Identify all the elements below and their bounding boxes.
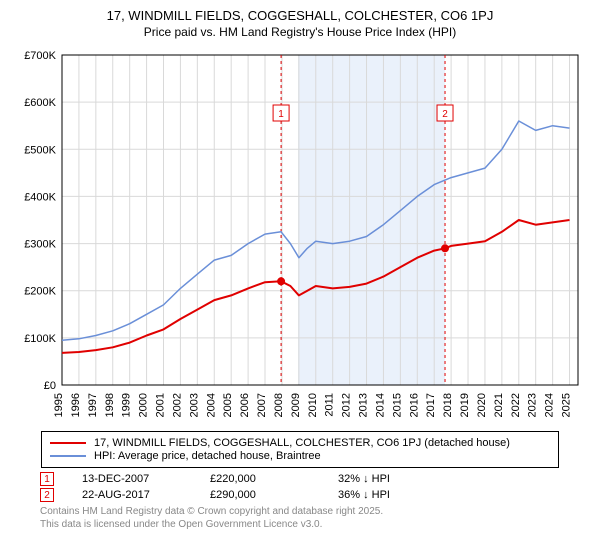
- svg-text:1998: 1998: [104, 393, 116, 417]
- svg-text:2013: 2013: [358, 393, 370, 417]
- sales-table: 1 13-DEC-2007 £220,000 32% ↓ HPI 2 22-AUG-201…: [40, 472, 560, 502]
- svg-text:2010: 2010: [307, 393, 319, 417]
- svg-text:1: 1: [278, 109, 284, 120]
- svg-text:£0: £0: [44, 380, 56, 392]
- svg-text:£700K: £700K: [24, 50, 56, 62]
- svg-text:2012: 2012: [341, 393, 353, 417]
- svg-text:£400K: £400K: [24, 191, 56, 203]
- footer-attribution: Contains HM Land Registry data © Crown c…: [40, 506, 560, 531]
- svg-text:£200K: £200K: [24, 286, 56, 298]
- sale-delta: 36% ↓ HPI: [338, 489, 438, 501]
- svg-text:2005: 2005: [222, 393, 234, 417]
- svg-text:2020: 2020: [476, 393, 488, 417]
- footer-line-1: Contains HM Land Registry data © Crown c…: [40, 506, 560, 519]
- svg-text:£100K: £100K: [24, 333, 56, 345]
- svg-text:2000: 2000: [138, 393, 150, 417]
- sale-row: 2 22-AUG-2017 £290,000 36% ↓ HPI: [40, 488, 560, 502]
- svg-text:1996: 1996: [70, 393, 82, 417]
- legend-box: 17, WINDMILL FIELDS, COGGESHALL, COLCHES…: [41, 431, 559, 468]
- svg-text:2016: 2016: [408, 393, 420, 417]
- line-chart-svg: £0 £100K £200K £300K £400K £500K £600K £700K 199…: [12, 45, 588, 425]
- svg-text:2022: 2022: [510, 393, 522, 417]
- svg-text:2007: 2007: [256, 393, 268, 417]
- svg-text:2019: 2019: [459, 393, 471, 417]
- legend-label: 17, WINDMILL FIELDS, COGGESHALL, COLCHES…: [94, 437, 510, 449]
- svg-text:2008: 2008: [273, 393, 285, 417]
- svg-text:2004: 2004: [205, 393, 217, 417]
- svg-text:2024: 2024: [544, 393, 556, 417]
- chart-subtitle: Price paid vs. HM Land Registry's House …: [12, 25, 588, 39]
- legend-swatch: [50, 442, 86, 444]
- svg-text:2001: 2001: [155, 393, 167, 417]
- svg-text:2023: 2023: [527, 393, 539, 417]
- svg-text:2014: 2014: [374, 393, 386, 417]
- legend-label: HPI: Average price, detached house, Brai…: [94, 450, 321, 462]
- svg-text:2018: 2018: [442, 393, 454, 417]
- svg-text:2021: 2021: [493, 393, 505, 417]
- svg-text:2017: 2017: [425, 393, 437, 417]
- svg-text:1999: 1999: [121, 393, 133, 417]
- sale-price: £290,000: [210, 489, 310, 501]
- svg-text:2011: 2011: [324, 393, 336, 417]
- svg-text:2009: 2009: [290, 393, 302, 417]
- sale-date: 13-DEC-2007: [82, 473, 182, 485]
- svg-text:£300K: £300K: [24, 239, 56, 251]
- chart-plot-area: £0 £100K £200K £300K £400K £500K £600K £700K 199…: [12, 45, 588, 425]
- svg-text:2002: 2002: [171, 393, 183, 417]
- sale-marker-icon: 2: [40, 488, 54, 502]
- svg-text:1995: 1995: [53, 393, 65, 417]
- sale-marker-icon: 1: [40, 472, 54, 486]
- svg-text:2: 2: [442, 109, 448, 120]
- svg-text:£600K: £600K: [24, 97, 56, 109]
- legend-item: 17, WINDMILL FIELDS, COGGESHALL, COLCHES…: [50, 437, 550, 449]
- chart-container: 17, WINDMILL FIELDS, COGGESHALL, COLCHES…: [0, 0, 600, 560]
- sale-price: £220,000: [210, 473, 310, 485]
- legend-item: HPI: Average price, detached house, Brai…: [50, 450, 550, 462]
- sale-delta: 32% ↓ HPI: [338, 473, 438, 485]
- svg-text:2025: 2025: [561, 393, 573, 417]
- footer-line-2: This data is licensed under the Open Gov…: [40, 519, 560, 532]
- sale-row: 1 13-DEC-2007 £220,000 32% ↓ HPI: [40, 472, 560, 486]
- svg-text:2006: 2006: [239, 393, 251, 417]
- chart-title: 17, WINDMILL FIELDS, COGGESHALL, COLCHES…: [12, 8, 588, 23]
- svg-text:£500K: £500K: [24, 144, 56, 156]
- sale-date: 22-AUG-2017: [82, 489, 182, 501]
- legend-swatch: [50, 455, 86, 457]
- svg-text:2015: 2015: [391, 393, 403, 417]
- svg-text:1997: 1997: [87, 393, 99, 417]
- svg-text:2003: 2003: [188, 393, 200, 417]
